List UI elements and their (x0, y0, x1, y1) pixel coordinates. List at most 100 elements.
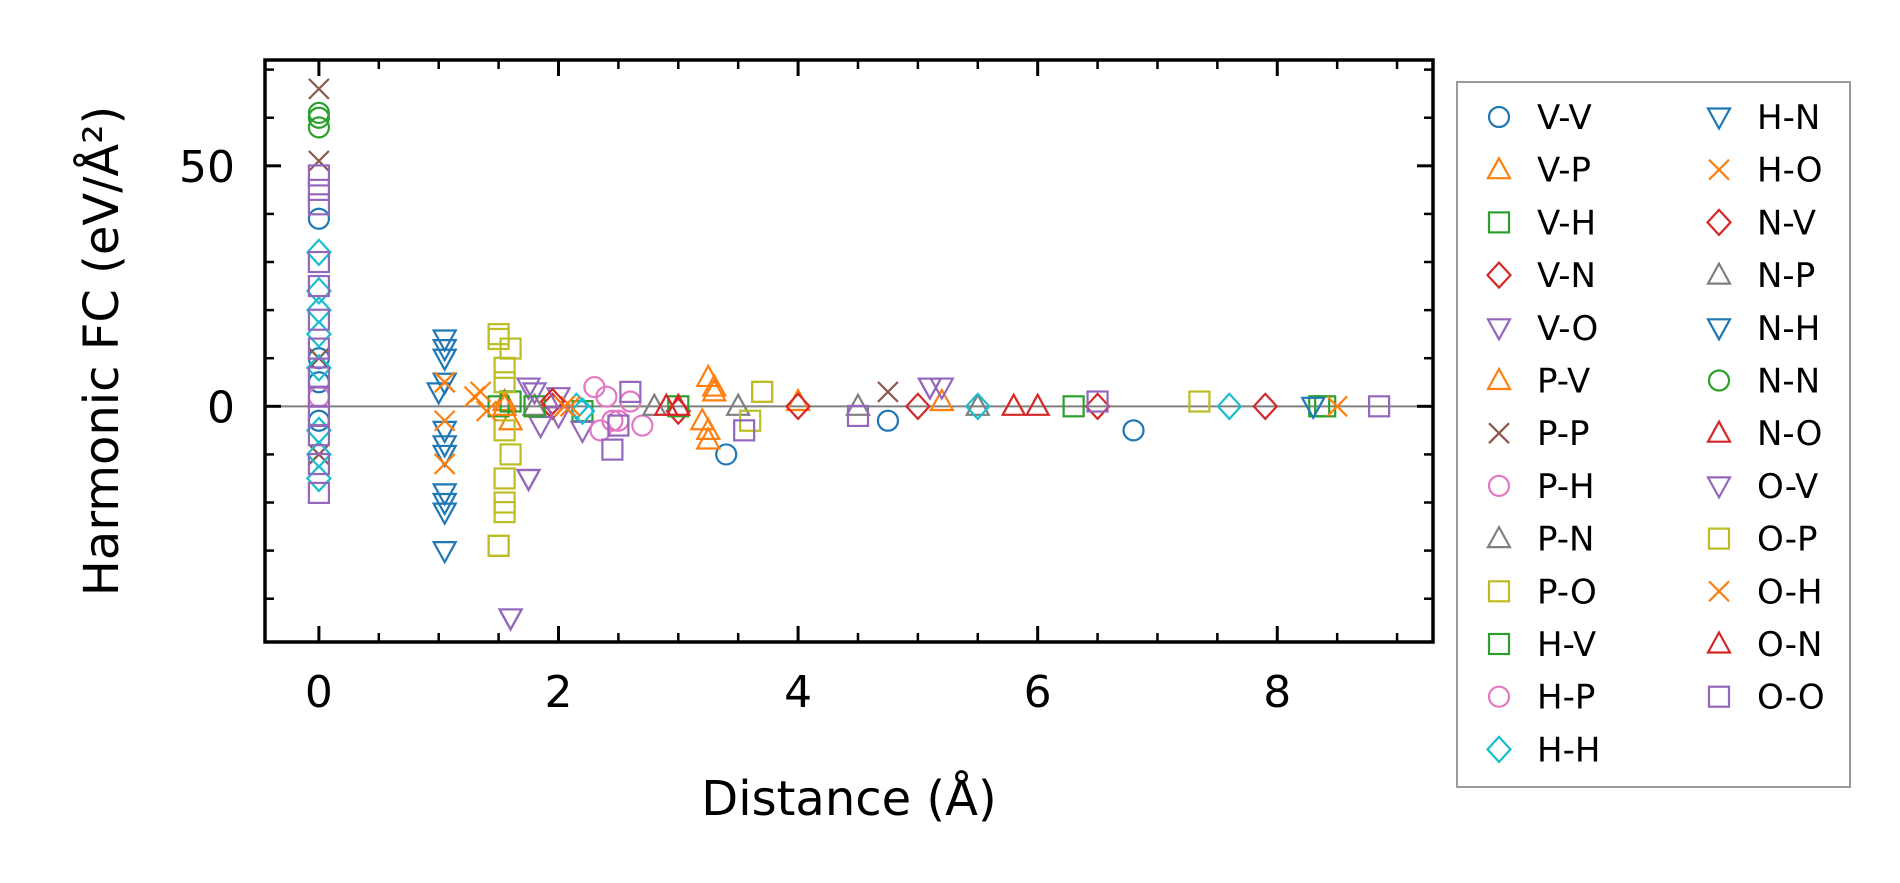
point-O-O-12 (307, 481, 331, 504)
legend-entry-V-N: V-N (1486, 256, 1596, 296)
point-H-N-5 (431, 348, 458, 372)
legend-label: H-V (1537, 625, 1596, 665)
point-O-O-9 (307, 404, 331, 428)
legend-marker-N-V (1706, 208, 1732, 237)
legend-label: P-N (1537, 520, 1594, 560)
point-N-N-1 (307, 116, 331, 139)
legend-marker-P-V (1486, 366, 1512, 391)
point-O-O-1 (307, 178, 331, 201)
point-N-O-1 (1024, 392, 1051, 416)
x-tick-label: 6 (1024, 667, 1052, 718)
legend-entry-P-H: P-H (1487, 467, 1595, 507)
point-N-V-0 (539, 387, 566, 416)
point-N-V-1 (785, 392, 812, 421)
legend-marker-O-N (1706, 630, 1732, 654)
point-V-O-2 (515, 377, 542, 401)
point-O-N-0 (653, 392, 680, 416)
legend-marker-V-P (1486, 155, 1512, 180)
point-V-O-0 (497, 608, 524, 632)
point-P-N-1 (725, 392, 752, 416)
y-tick-label: 0 (207, 382, 235, 433)
legend-entry-O-H: O-H (1708, 572, 1823, 612)
legend-entry-O-P: O-P (1707, 520, 1817, 560)
point-N-P-1 (845, 392, 871, 416)
point-P-V-1 (689, 406, 716, 431)
legend-label: N-O (1757, 414, 1822, 454)
series-N-V (539, 387, 1111, 421)
legend-marker-O-V (1706, 476, 1732, 500)
point-V-V-4 (715, 443, 738, 466)
point-H-P-0 (595, 385, 618, 408)
legend-entry-N-N: N-N (1707, 362, 1820, 402)
point-H-O-1 (433, 409, 456, 432)
point-P-O-8 (751, 380, 774, 403)
point-O-P-3 (493, 356, 516, 379)
legend-label: O-N (1757, 625, 1822, 665)
series-H-N (431, 329, 1327, 565)
legend-marker-H-N (1706, 107, 1732, 131)
point-O-O-6 (307, 337, 331, 360)
legend-frame (1456, 81, 1851, 788)
legend-entry-H-P: H-P (1487, 678, 1595, 718)
point-O-O-10 (307, 424, 331, 447)
legend-entry-H-O: H-O (1708, 151, 1823, 191)
point-H-H-9 (569, 396, 596, 426)
legend-label: H-O (1757, 151, 1823, 191)
legend-entry-V-O: V-O (1486, 309, 1598, 349)
point-O-V-2 (521, 382, 548, 406)
point-P-O-7 (493, 371, 516, 394)
legend-label: N-N (1757, 362, 1820, 402)
legend-entry-P-O: P-O (1487, 572, 1597, 612)
legend-marker-P-O (1487, 580, 1511, 603)
legend-label: O-V (1757, 467, 1818, 507)
x-tick-label: 0 (305, 667, 333, 718)
point-P-H-4 (631, 414, 654, 437)
point-O-O-11 (307, 452, 331, 476)
point-O-O-14 (619, 380, 642, 403)
point-O-O-18 (1086, 390, 1109, 413)
legend-marker-P-H (1487, 474, 1511, 497)
point-V-H-0 (487, 395, 510, 418)
point-O-O-3 (307, 250, 331, 274)
point-H-H-4 (305, 353, 332, 382)
point-O-O-15 (607, 414, 630, 437)
legend-label: V-H (1537, 203, 1596, 243)
legend-label: V-P (1537, 151, 1591, 191)
series-V-O (497, 377, 955, 632)
legend-marker-O-P (1707, 527, 1731, 550)
point-P-H-0 (307, 385, 331, 408)
point-O-P-4 (751, 380, 774, 403)
legend-entry-V-V: V-V (1487, 98, 1592, 138)
legend-entry-V-P: V-P (1486, 151, 1591, 191)
point-P-P-4 (877, 381, 899, 403)
legend-entry-V-H: V-H (1487, 203, 1596, 243)
legend-label: O-H (1757, 572, 1823, 612)
point-V-P-6 (928, 387, 955, 412)
series-O-V (497, 377, 943, 632)
data-points (305, 78, 1391, 632)
point-H-H-7 (305, 464, 332, 493)
point-P-V-2 (701, 373, 728, 397)
point-V-O-7 (569, 420, 596, 445)
legend-entry-P-N: P-N (1486, 520, 1594, 560)
legend-marker-O-O (1707, 685, 1731, 708)
legend-marker-V-H (1487, 211, 1511, 234)
point-O-V-1 (515, 468, 542, 493)
legend-entry-H-V: H-V (1487, 625, 1596, 665)
point-H-N-7 (431, 420, 458, 445)
point-O-O-0 (307, 164, 331, 187)
point-P-N-2 (964, 392, 991, 416)
series-P-H (307, 375, 654, 442)
point-V-P-4 (701, 378, 728, 402)
point-V-O-1 (515, 468, 542, 493)
point-P-O-10 (1188, 390, 1211, 413)
point-N-H-3 (425, 382, 452, 406)
point-P-V-0 (491, 392, 518, 416)
legend-entry-H-H: H-H (1486, 730, 1600, 770)
legend-label: V-N (1537, 256, 1596, 296)
point-P-O-2 (493, 467, 516, 490)
point-H-O-6 (1326, 395, 1348, 418)
point-O-P-2 (487, 327, 510, 351)
legend-entry-N-O: N-O (1706, 414, 1822, 454)
legend-marker-P-P (1488, 422, 1510, 444)
